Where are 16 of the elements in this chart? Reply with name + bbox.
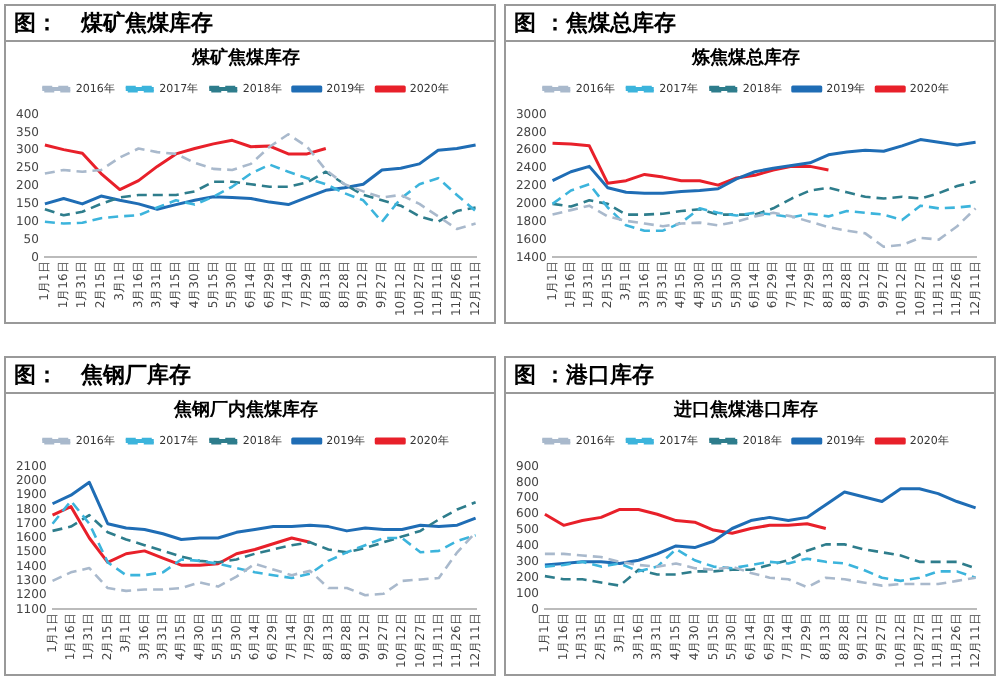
line-series bbox=[551, 180, 977, 216]
line-series bbox=[51, 499, 477, 580]
chart-title: 图： 焦钢厂库存 bbox=[6, 358, 494, 394]
chart-subtitle: 焦钢厂内焦煤库存 bbox=[172, 399, 318, 422]
chart-subtitle: 煤矿焦煤库存 bbox=[190, 47, 300, 70]
chart-title: 图 ：港口库存 bbox=[506, 358, 994, 394]
chart-subtitle: 炼焦煤总库存 bbox=[690, 47, 800, 70]
line-series bbox=[551, 204, 977, 249]
line-series bbox=[551, 182, 977, 232]
chart-subtitle: 进口焦煤港口库存 bbox=[672, 399, 818, 422]
chart-title: 图 ：焦煤总库存 bbox=[506, 6, 994, 42]
chart-title: 图： 煤矿焦煤库存 bbox=[6, 6, 494, 42]
line-series bbox=[51, 501, 477, 564]
line-series bbox=[43, 132, 477, 231]
line-series bbox=[51, 531, 477, 597]
line-series bbox=[543, 552, 977, 589]
